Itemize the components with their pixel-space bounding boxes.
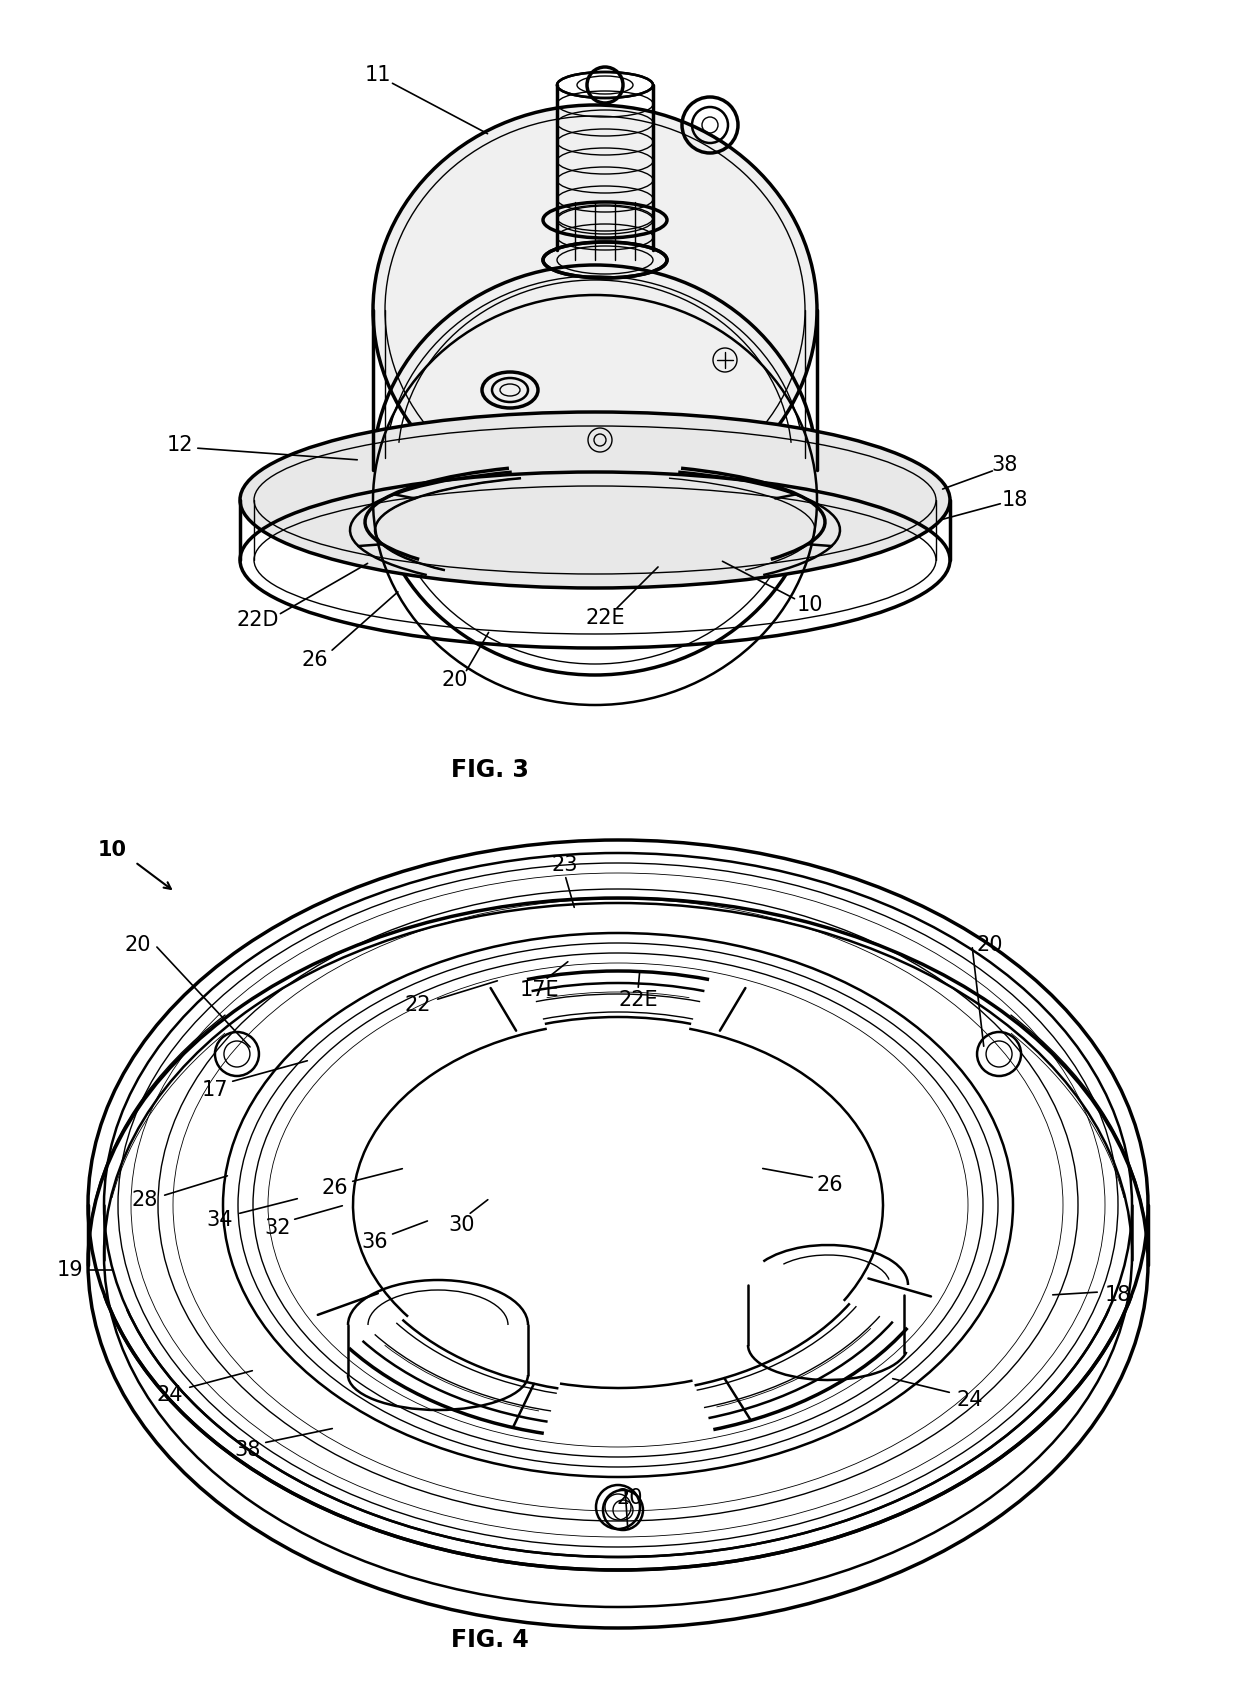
Text: 26: 26: [301, 649, 329, 670]
Text: 20: 20: [441, 670, 469, 690]
Ellipse shape: [373, 105, 817, 516]
Ellipse shape: [241, 413, 950, 588]
Text: 32: 32: [265, 1218, 291, 1238]
Text: 18: 18: [1105, 1285, 1131, 1305]
Text: 10: 10: [797, 595, 823, 616]
Text: 24: 24: [156, 1385, 184, 1405]
Text: 10: 10: [98, 840, 126, 861]
Text: 22D: 22D: [237, 610, 279, 631]
Text: 23: 23: [552, 856, 578, 874]
Text: 17: 17: [202, 1081, 228, 1101]
Text: 24: 24: [957, 1390, 983, 1410]
Text: 28: 28: [131, 1190, 159, 1211]
Text: 36: 36: [362, 1233, 388, 1251]
Text: 22E: 22E: [619, 989, 657, 1010]
Text: 20: 20: [125, 935, 151, 955]
Text: 18: 18: [1002, 490, 1028, 511]
Text: 26: 26: [321, 1179, 348, 1197]
Text: 38: 38: [992, 455, 1018, 475]
Text: 19: 19: [57, 1260, 83, 1280]
Text: 22E: 22E: [585, 609, 625, 627]
Text: 22: 22: [404, 994, 432, 1015]
Text: 30: 30: [449, 1216, 475, 1234]
Text: 26: 26: [817, 1175, 843, 1196]
Text: FIG. 4: FIG. 4: [451, 1628, 529, 1652]
Text: 20: 20: [977, 935, 1003, 955]
Text: 38: 38: [234, 1441, 262, 1459]
Text: 11: 11: [365, 64, 392, 85]
Text: 17E: 17E: [521, 981, 559, 999]
Text: 34: 34: [207, 1211, 233, 1229]
Text: 20: 20: [616, 1488, 644, 1508]
Text: FIG. 3: FIG. 3: [451, 758, 529, 781]
Text: 12: 12: [166, 435, 193, 455]
